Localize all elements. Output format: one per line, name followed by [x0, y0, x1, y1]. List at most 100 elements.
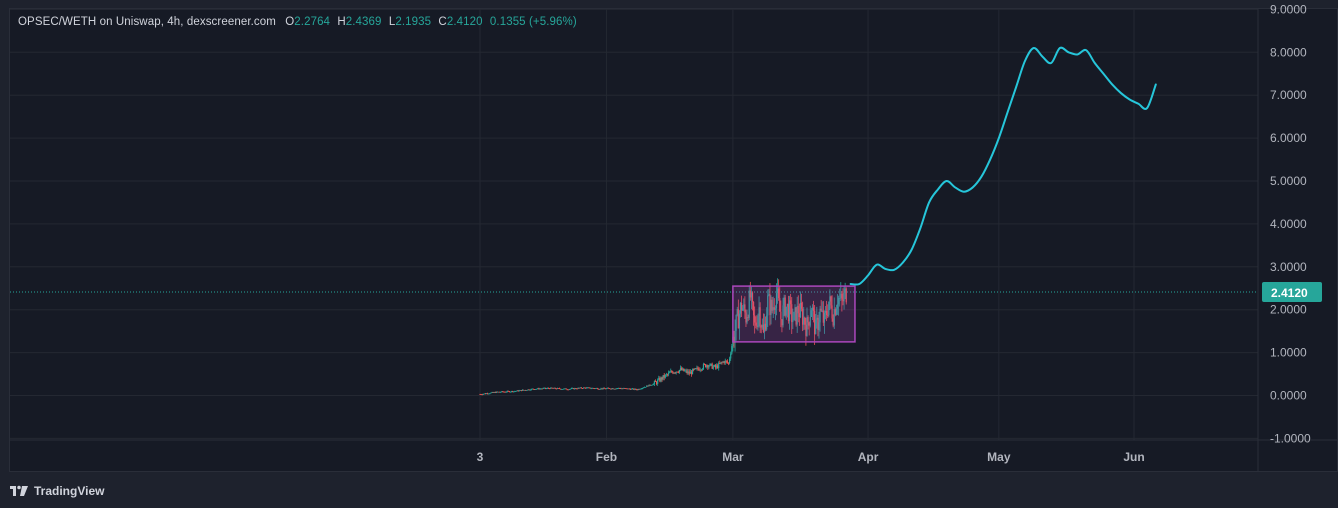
candle[interactable] — [593, 388, 596, 390]
candle[interactable] — [651, 384, 653, 386]
candle[interactable] — [706, 365, 708, 368]
candle[interactable] — [639, 388, 641, 390]
candle[interactable] — [567, 389, 569, 391]
candle[interactable] — [529, 389, 531, 391]
candle[interactable] — [487, 393, 489, 395]
candle[interactable] — [775, 293, 778, 309]
candle[interactable] — [548, 387, 550, 389]
candle[interactable] — [515, 391, 517, 392]
candle[interactable] — [539, 388, 541, 390]
candle[interactable] — [582, 387, 585, 389]
candles[interactable] — [479, 278, 847, 396]
candle[interactable] — [686, 370, 688, 374]
candle[interactable] — [573, 388, 575, 390]
candle[interactable] — [640, 388, 642, 390]
candle[interactable] — [718, 362, 720, 369]
candle[interactable] — [793, 312, 795, 321]
candle[interactable] — [761, 324, 763, 328]
candle[interactable] — [842, 299, 844, 302]
candle[interactable] — [743, 304, 745, 309]
candle[interactable] — [553, 387, 555, 389]
candle[interactable] — [505, 391, 507, 393]
candle[interactable] — [707, 365, 709, 368]
candle[interactable] — [694, 368, 696, 370]
candle[interactable] — [808, 322, 810, 326]
candle[interactable] — [817, 317, 819, 331]
candle[interactable] — [598, 389, 600, 390]
candle[interactable] — [599, 389, 601, 390]
candle[interactable] — [645, 386, 647, 388]
candle[interactable] — [625, 388, 627, 390]
candle[interactable] — [542, 388, 544, 389]
candle[interactable] — [693, 369, 695, 370]
brand-label[interactable]: TradingView — [34, 484, 105, 498]
tradingview-logo-icon[interactable] — [10, 485, 28, 497]
candle[interactable] — [845, 288, 847, 303]
candle[interactable] — [660, 377, 662, 382]
candle[interactable] — [514, 391, 516, 393]
candle[interactable] — [741, 303, 743, 311]
candle[interactable] — [507, 390, 509, 392]
candle[interactable] — [525, 390, 527, 391]
candle[interactable] — [621, 388, 623, 390]
candle[interactable] — [798, 313, 800, 318]
candle[interactable] — [658, 378, 660, 380]
candle[interactable] — [519, 390, 521, 391]
candle[interactable] — [748, 290, 750, 318]
candle[interactable] — [780, 311, 782, 320]
candle[interactable] — [545, 388, 548, 390]
candle[interactable] — [657, 379, 659, 384]
candle[interactable] — [800, 302, 803, 309]
candle[interactable] — [613, 388, 615, 390]
candle[interactable] — [523, 389, 525, 391]
candle[interactable] — [683, 368, 685, 372]
candle[interactable] — [642, 387, 645, 389]
candle[interactable] — [649, 384, 651, 386]
candle[interactable] — [756, 325, 758, 327]
candle[interactable] — [827, 315, 829, 316]
candle[interactable] — [597, 388, 599, 390]
candle[interactable] — [624, 388, 626, 389]
candle[interactable] — [696, 367, 698, 369]
candle[interactable] — [829, 296, 831, 302]
candle[interactable] — [566, 389, 568, 391]
candle[interactable] — [803, 317, 805, 325]
candle[interactable] — [483, 393, 485, 395]
candle[interactable] — [608, 387, 610, 389]
candle[interactable] — [575, 388, 577, 390]
candle[interactable] — [580, 387, 582, 389]
candle[interactable] — [787, 303, 790, 322]
candle[interactable] — [485, 393, 488, 395]
candle[interactable] — [730, 353, 732, 359]
candle[interactable] — [627, 388, 629, 390]
candle[interactable] — [794, 307, 796, 313]
candle[interactable] — [831, 305, 833, 319]
candle[interactable] — [734, 330, 736, 343]
candle[interactable] — [497, 391, 500, 393]
candle[interactable] — [771, 299, 773, 311]
candle[interactable] — [636, 389, 638, 391]
candle[interactable] — [691, 369, 694, 375]
candle[interactable] — [502, 391, 504, 393]
candle[interactable] — [776, 288, 779, 294]
candle[interactable] — [698, 369, 700, 371]
candle[interactable] — [556, 388, 558, 389]
candle[interactable] — [509, 391, 512, 393]
candle[interactable] — [632, 388, 634, 390]
candle[interactable] — [805, 324, 807, 336]
candle[interactable] — [606, 387, 609, 389]
candle[interactable] — [685, 370, 687, 372]
candle[interactable] — [581, 388, 584, 390]
candle[interactable] — [819, 308, 821, 323]
candle[interactable] — [592, 388, 594, 389]
candle[interactable] — [674, 372, 676, 374]
candle[interactable] — [609, 388, 611, 390]
candle[interactable] — [552, 388, 554, 389]
candle[interactable] — [766, 315, 768, 330]
candle[interactable] — [751, 292, 754, 302]
candle[interactable] — [824, 310, 827, 313]
candle[interactable] — [506, 390, 508, 392]
candle[interactable] — [513, 391, 515, 393]
candle[interactable] — [823, 312, 826, 323]
candle[interactable] — [655, 381, 658, 384]
